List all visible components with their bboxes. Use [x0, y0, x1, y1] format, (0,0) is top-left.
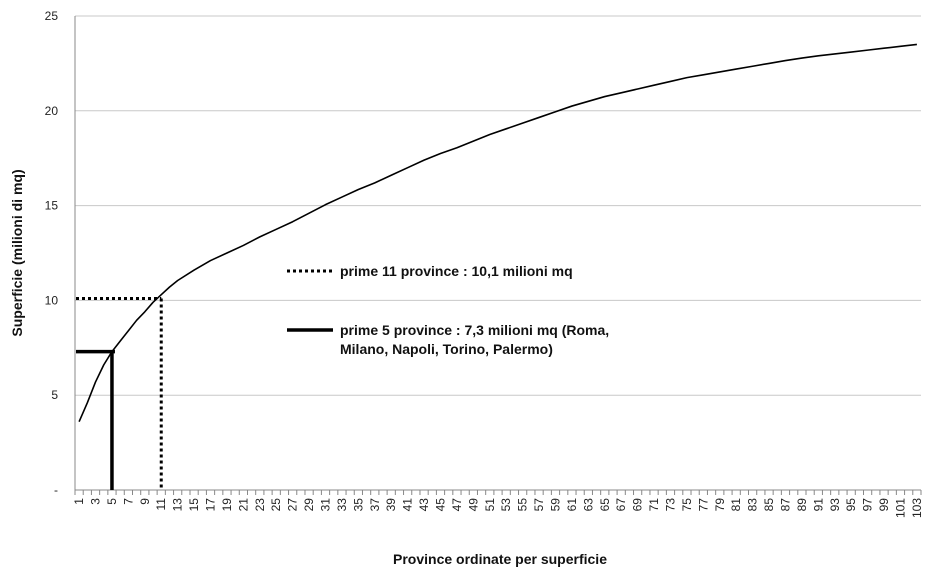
y-tick-label: 5 [51, 388, 58, 402]
y-tick-label: 20 [45, 104, 59, 118]
x-tick-label: 47 [450, 498, 464, 512]
x-tick-label: 1 [72, 498, 86, 505]
x-axis-title: Province ordinate per superficie [393, 551, 607, 567]
x-tick-label: 65 [598, 498, 612, 512]
legend-entry-solid: prime 5 province : 7,3 milioni mq (Roma,… [340, 322, 613, 357]
x-tick-label: 101 [893, 498, 907, 518]
x-tick-label: 9 [138, 498, 152, 505]
x-tick-label: 75 [680, 498, 694, 512]
x-tick-label: 39 [384, 498, 398, 512]
x-tick-label: 81 [729, 498, 743, 512]
x-tick-label: 25 [269, 498, 283, 512]
x-tick-label: 55 [516, 498, 530, 512]
x-tick-label: 13 [171, 498, 185, 512]
x-tick-label: 41 [401, 498, 415, 512]
reference-lines [76, 297, 163, 490]
x-tick-label: 37 [368, 498, 382, 512]
grid-lines [75, 15, 921, 396]
x-tick-label: 67 [614, 498, 628, 512]
y-tick-label: 10 [45, 293, 59, 307]
legend: prime 11 province : 10,1 milioni mq prim… [287, 263, 613, 357]
x-tick-label: 35 [351, 498, 365, 512]
x-tick-label: 49 [466, 498, 480, 512]
x-tick-label: 29 [302, 498, 316, 512]
x-tick-label: 43 [417, 498, 431, 512]
x-tick-label: 27 [286, 498, 300, 512]
x-tick-label: 53 [499, 498, 513, 512]
x-tick-label: 19 [220, 498, 234, 512]
y-tick-label: 15 [45, 199, 59, 213]
x-tick-label: 7 [121, 498, 135, 505]
series [78, 43, 917, 423]
x-tick-label: 91 [811, 498, 825, 512]
legend-entry-solid-line-1: prime 5 province : 7,3 milioni mq (Roma, [340, 322, 609, 338]
legend-entry-dotted: prime 11 province : 10,1 milioni mq [340, 263, 573, 279]
x-tick-label: 31 [319, 498, 333, 512]
x-tick-label: 77 [696, 498, 710, 512]
x-tick-label: 97 [861, 498, 875, 512]
x-tick-label: 45 [434, 498, 448, 512]
x-tick-label: 71 [647, 498, 661, 512]
x-tick-label: 15 [187, 498, 201, 512]
x-tick-label: 89 [795, 498, 809, 512]
x-tick-label: 87 [778, 498, 792, 512]
x-tick-label: 59 [548, 498, 562, 512]
x-tick-label: 63 [581, 498, 595, 512]
y-tick-label: 25 [45, 9, 59, 23]
x-tick-label: 17 [204, 498, 218, 512]
x-tick-label: 61 [565, 498, 579, 512]
x-tick-label: 23 [253, 498, 267, 512]
x-tick-label: 79 [713, 498, 727, 512]
x-tick-labels: 1 3 5 7 9 11 13 15 17 19 21 23 25 27 29 31 33 35 37 39 41 43 4… [72, 498, 924, 518]
legend-entry-dotted-line-1: prime 11 province : 10,1 milioni mq [340, 263, 573, 279]
legend-entry-solid-line-2: Milano, Napoli, Torino, Palermo) [340, 341, 553, 357]
x-tick-label: 99 [877, 498, 891, 512]
x-tick-label: 5 [105, 498, 119, 505]
x-tick-label: 69 [631, 498, 645, 512]
x-tick-label: 57 [532, 498, 546, 512]
y-axis-title: Superficie (milioni di mq) [9, 169, 25, 336]
x-tick-label: 85 [762, 498, 776, 512]
axes [74, 16, 922, 495]
x-tick-label: 21 [236, 498, 250, 512]
y-tick-label: - [54, 483, 58, 497]
y-tick-labels: - 5 10 15 20 25 [45, 9, 59, 497]
x-tick-label: 33 [335, 498, 349, 512]
x-tick-label: 95 [844, 498, 858, 512]
series-line-0 [78, 43, 917, 423]
x-tick-label: 103 [910, 498, 924, 518]
x-tick-label: 73 [663, 498, 677, 512]
x-tick-label: 3 [89, 498, 103, 505]
x-tick-label: 51 [483, 498, 497, 512]
x-tick-label: 93 [828, 498, 842, 512]
x-tick-label: 83 [746, 498, 760, 512]
x-tick-label: 11 [154, 498, 168, 511]
